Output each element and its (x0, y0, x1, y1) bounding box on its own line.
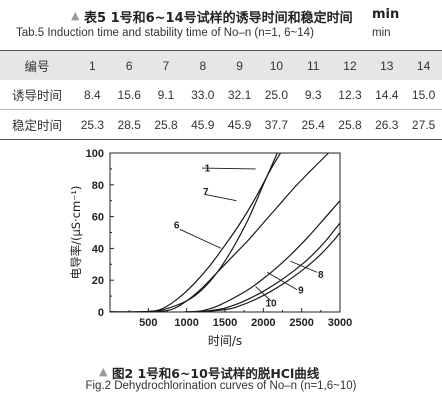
table-cell: 25.0 (257, 80, 295, 110)
table-cell: 45.9 (184, 109, 222, 140)
table-cell: 27.5 (405, 109, 442, 140)
table-cell: 45.9 (221, 109, 258, 140)
leader-line-10 (255, 286, 272, 302)
header-cell: 12 (331, 50, 369, 80)
header-label-cell: 编号 (0, 50, 74, 80)
header-cell: 8 (184, 50, 222, 80)
leader-line-9 (266, 271, 298, 291)
header-cell: 7 (147, 50, 185, 80)
table-subtitle-en: Tab.5 Induction time and stability time … (16, 27, 436, 39)
leader-line-6 (179, 228, 222, 249)
table-title-cn: 表5 1号和6~14号试样的诱导时间和稳定时间 (84, 11, 353, 26)
table-cell: 33.0 (184, 80, 222, 110)
table-header-row: 编号 1 6 7 8 9 10 11 12 13 14 (0, 50, 442, 80)
table-title: ▲ 表5 1号和6~14号试样的诱导时间和稳定时间 min (0, 6, 442, 26)
x-tick-label: 1000 (174, 317, 198, 329)
curve-label-7: 7 (203, 187, 209, 198)
row-label: 诱导时间 (0, 80, 74, 110)
table-cell: 12.3 (331, 80, 369, 110)
header-cell: 6 (110, 50, 148, 80)
y-tick-label: 60 (92, 212, 104, 224)
series-line-10 (110, 232, 340, 312)
table-cell: 15.0 (405, 80, 442, 110)
table-cell: 37.7 (257, 109, 295, 140)
series-line-6 (110, 153, 329, 312)
table-cell: 25.4 (294, 109, 332, 140)
header-cell: 1 (74, 50, 111, 80)
x-tick-label: 3000 (328, 317, 352, 329)
figure-caption-cn: 图2 1号和6~10号试样的脱HCl曲线 (112, 366, 320, 381)
y-tick-label: 20 (92, 275, 104, 287)
table-cell: 26.3 (368, 109, 406, 140)
table-cell: 25.3 (74, 109, 111, 140)
x-tick-label: 1500 (213, 317, 237, 329)
row-label: 稳定时间 (0, 109, 74, 140)
curve-label-10: 10 (265, 298, 277, 309)
curve-label-9: 9 (298, 286, 304, 297)
table-unit-cn: min (372, 7, 400, 22)
header-cell: 11 (294, 50, 332, 80)
header-cell: 9 (221, 50, 258, 80)
table-cell: 14.4 (368, 80, 406, 110)
curve-label-1: 1 (205, 163, 211, 174)
series-line-1 (110, 153, 278, 312)
table-cell: 9.1 (147, 80, 185, 110)
header-cell: 13 (368, 50, 406, 80)
table-cell: 25.8 (331, 109, 369, 140)
table-title-en: Tab.5 Induction time and stability time … (16, 27, 314, 39)
y-tick-label: 80 (92, 180, 104, 192)
table-cell: 8.4 (74, 80, 111, 110)
triangle-marker-icon: ▲ (99, 365, 108, 378)
curve-label-6: 6 (174, 221, 180, 232)
dehydrochlorination-chart: 0 20 40 60 80 100 500 1000 1500 2000 2500 3000 时间/s 电… (69, 148, 352, 348)
table-cell: 32.1 (221, 80, 258, 110)
table-row: 稳定时间 25.3 28.5 25.8 45.9 45.9 37.7 25.4 … (0, 109, 442, 140)
data-table-grid: 编号 1 6 7 8 9 10 11 12 13 14 诱导时间 8.4 15.… (0, 50, 442, 140)
series-line-7 (110, 153, 282, 312)
y-tick-label: 100 (86, 148, 104, 160)
series-line-8 (110, 200, 340, 312)
header-cell: 10 (257, 50, 295, 80)
leader-line-1 (201, 167, 256, 170)
x-tick-label: 2500 (289, 317, 313, 329)
table-cell: 28.5 (110, 109, 148, 140)
y-tick-label: 0 (98, 307, 104, 319)
plot-frame (109, 152, 341, 313)
y-tick-label: 40 (92, 243, 104, 255)
table-cell: 9.3 (294, 80, 332, 110)
x-tick-label: 500 (139, 317, 157, 329)
header-cell: 14 (405, 50, 442, 80)
table-row: 诱导时间 8.4 15.6 9.1 33.0 32.1 25.0 9.3 12.… (0, 80, 442, 110)
curve-label-8: 8 (318, 270, 324, 281)
table-unit-en: min (372, 27, 391, 39)
x-axis-label: 时间/s (208, 334, 242, 348)
x-tick-label: 2000 (251, 317, 275, 329)
table-cell: 15.6 (110, 80, 148, 110)
data-table: 编号 1 6 7 8 9 10 11 12 13 14 诱导时间 8.4 15.… (0, 50, 442, 140)
figure-caption-en: Fig.2 Dehydrochlorination curves of No–n… (85, 380, 357, 392)
table-cell: 25.8 (147, 109, 185, 140)
leader-line-8 (289, 260, 318, 273)
y-axis-label: 电导率/(μS·cm⁻¹) (69, 186, 83, 280)
leader-line-7 (204, 193, 237, 202)
triangle-marker-icon: ▲ (71, 9, 80, 22)
